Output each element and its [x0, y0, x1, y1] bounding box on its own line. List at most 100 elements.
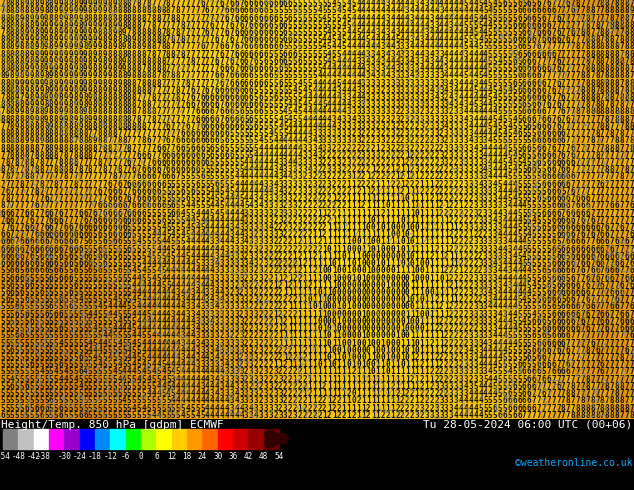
Text: 7: 7 [566, 187, 571, 196]
Text: 5: 5 [507, 375, 512, 384]
Text: 7: 7 [590, 187, 595, 196]
Text: 3: 3 [483, 267, 488, 275]
Text: 2: 2 [322, 187, 327, 196]
Text: 3: 3 [268, 404, 273, 413]
Text: 2: 2 [356, 172, 361, 181]
Text: 5: 5 [517, 115, 522, 123]
Text: 5: 5 [88, 324, 93, 333]
Text: 3: 3 [356, 57, 361, 66]
Text: 0: 0 [415, 209, 419, 218]
Text: 5: 5 [161, 252, 165, 261]
Text: 8: 8 [0, 35, 4, 44]
Text: 7: 7 [605, 158, 609, 167]
Text: 2: 2 [317, 223, 321, 232]
Text: 5: 5 [503, 86, 507, 95]
Text: 1: 1 [395, 360, 400, 369]
Text: 0: 0 [366, 310, 370, 318]
Text: 5: 5 [342, 35, 346, 44]
Text: 5: 5 [68, 389, 73, 398]
Text: 7: 7 [63, 180, 68, 189]
Text: 3: 3 [478, 100, 482, 109]
Text: 2: 2 [444, 353, 448, 362]
Text: 0: 0 [380, 331, 385, 341]
Text: 6: 6 [556, 324, 560, 333]
Text: 7: 7 [205, 64, 210, 73]
Text: 6: 6 [624, 324, 629, 333]
Text: 5: 5 [0, 295, 4, 304]
Text: 5: 5 [268, 136, 273, 146]
Text: 8: 8 [610, 396, 614, 405]
Text: 7: 7 [190, 49, 195, 59]
Text: 4: 4 [483, 144, 488, 152]
Text: 5: 5 [190, 209, 195, 218]
Text: 5: 5 [78, 324, 83, 333]
Text: 2: 2 [283, 216, 288, 225]
Text: 6: 6 [205, 122, 210, 131]
Text: 0: 0 [371, 295, 375, 304]
Text: 4: 4 [454, 0, 458, 8]
Text: 6: 6 [522, 404, 527, 413]
Text: 4: 4 [469, 0, 473, 8]
Text: 7: 7 [181, 93, 185, 102]
Text: 4: 4 [483, 353, 488, 362]
Text: 6: 6 [117, 230, 122, 239]
Text: 7: 7 [576, 368, 580, 376]
Text: 1: 1 [415, 295, 419, 304]
Text: 7: 7 [20, 201, 24, 210]
Text: 2: 2 [244, 375, 249, 384]
Text: 2: 2 [458, 187, 463, 196]
Text: 4: 4 [380, 28, 385, 37]
Text: 7: 7 [547, 43, 551, 51]
Text: 7: 7 [619, 216, 624, 225]
Text: 5: 5 [141, 252, 146, 261]
Text: 8: 8 [20, 136, 24, 146]
Text: 5: 5 [327, 0, 332, 8]
Text: 5: 5 [342, 43, 346, 51]
Text: 6: 6 [522, 100, 527, 109]
Text: 3: 3 [254, 324, 258, 333]
Text: 5: 5 [297, 14, 302, 23]
Text: 5: 5 [302, 49, 307, 59]
Text: 4: 4 [391, 28, 395, 37]
Text: 4: 4 [254, 151, 258, 160]
Text: 6: 6 [619, 259, 624, 268]
Text: 5: 5 [498, 72, 502, 80]
Text: 7: 7 [15, 238, 20, 246]
Text: 4: 4 [219, 238, 224, 246]
Text: 0: 0 [415, 324, 419, 333]
Text: 4: 4 [346, 6, 351, 15]
Text: 4: 4 [219, 216, 224, 225]
Text: 3: 3 [449, 21, 453, 30]
Text: 5: 5 [297, 100, 302, 109]
Text: 6: 6 [239, 6, 243, 15]
Text: 2: 2 [259, 324, 263, 333]
Text: 7: 7 [585, 368, 590, 376]
Text: 3: 3 [376, 129, 380, 138]
Text: 4: 4 [307, 93, 312, 102]
Text: 4: 4 [146, 324, 151, 333]
Text: 7: 7 [205, 35, 210, 44]
Text: 2: 2 [410, 122, 415, 131]
Text: 4: 4 [141, 339, 146, 347]
Text: 8: 8 [605, 43, 609, 51]
Text: 1: 1 [322, 375, 327, 384]
Text: 8: 8 [10, 72, 15, 80]
Text: 5: 5 [63, 339, 68, 347]
Text: 3: 3 [469, 187, 473, 196]
Text: 9: 9 [88, 43, 93, 51]
Text: 2: 2 [268, 389, 273, 398]
Text: 5: 5 [493, 136, 497, 146]
Text: 1: 1 [405, 252, 410, 261]
Text: 8: 8 [15, 115, 20, 123]
Text: 1: 1 [458, 267, 463, 275]
Text: 5: 5 [44, 288, 49, 297]
Text: 3: 3 [454, 136, 458, 146]
Text: 2: 2 [317, 245, 321, 254]
Text: 6: 6 [547, 360, 551, 369]
Text: 7: 7 [152, 144, 156, 152]
Text: 5: 5 [527, 281, 531, 290]
Text: 7: 7 [219, 21, 224, 30]
Text: 3: 3 [371, 64, 375, 73]
Text: 5: 5 [293, 21, 297, 30]
Text: 1: 1 [415, 389, 419, 398]
